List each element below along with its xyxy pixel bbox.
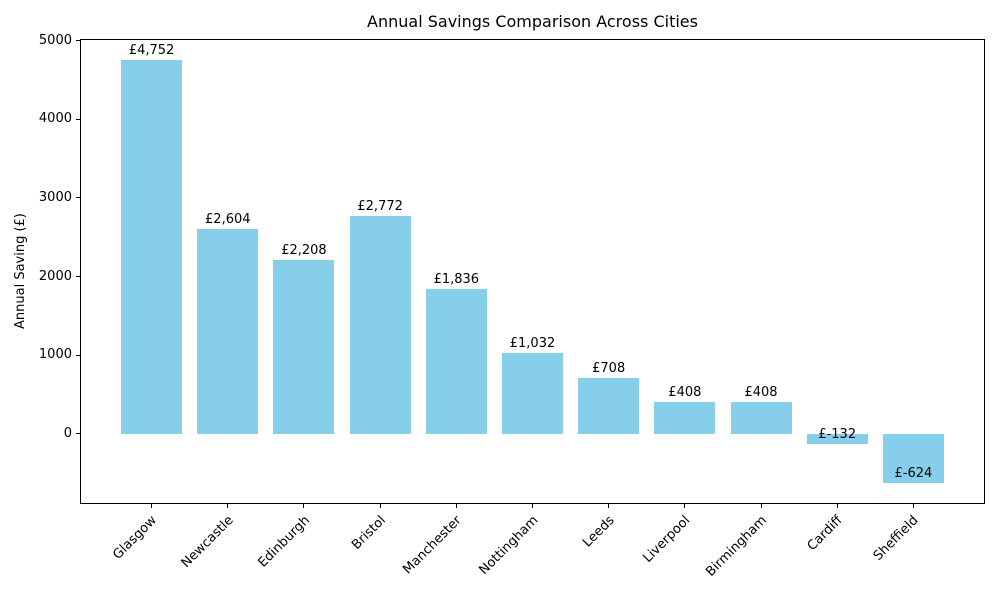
x-tick-label: Bristol (348, 513, 389, 553)
y-tick-mark (76, 197, 80, 199)
y-tick-mark (76, 118, 80, 120)
x-tick-mark (532, 504, 533, 508)
bar (121, 60, 183, 434)
bar-value-label: £408 (744, 384, 778, 400)
y-tick-label: 0 (63, 425, 72, 441)
x-tick-mark (379, 504, 381, 508)
x-tick-label: Glasgow (110, 513, 161, 563)
x-tick-mark (608, 504, 610, 508)
x-tick-mark (227, 504, 229, 508)
bar (882, 433, 944, 483)
x-tick-label: Birmingham (702, 513, 770, 580)
y-tick-mark (76, 433, 80, 435)
x-tick-mark (151, 504, 153, 508)
x-tick-mark (303, 504, 305, 508)
bar (273, 260, 335, 434)
x-tick-mark (760, 504, 762, 508)
y-tick-mark (76, 354, 80, 356)
y-tick-label: 3000 (38, 189, 72, 205)
x-tick-label: Liverpool (640, 513, 694, 566)
x-tick-mark (836, 504, 838, 508)
y-tick-mark (76, 276, 80, 278)
bar-value-label: £2,772 (357, 198, 403, 214)
bar (197, 229, 259, 434)
x-tick-mark (684, 504, 686, 508)
chart-title: Annual Savings Comparison Across Cities (367, 12, 698, 31)
y-tick-label: 5000 (38, 32, 72, 48)
x-tick-label: Cardiff (804, 513, 846, 555)
bar-value-label: £-132 (818, 427, 857, 443)
bar (425, 289, 487, 434)
y-tick-label: 4000 (38, 111, 72, 127)
x-tick-mark (455, 504, 457, 508)
bar-value-label: £408 (668, 384, 702, 400)
x-tick-label: Sheffield (871, 513, 922, 564)
bar-value-label: £1,836 (433, 272, 480, 288)
y-tick-label: 2000 (38, 268, 72, 284)
bar (730, 401, 792, 434)
bar-value-label: £-624 (894, 465, 933, 481)
bar-value-label: £1,032 (509, 335, 556, 351)
bar (806, 433, 868, 445)
bar-value-label: £708 (592, 361, 626, 377)
plot-area (80, 39, 985, 504)
bar (654, 401, 716, 434)
bar (502, 352, 563, 434)
bar-value-label: £4,752 (128, 43, 175, 59)
y-tick-mark (76, 40, 80, 42)
x-tick-label: Manchester (400, 513, 465, 578)
x-tick-mark (912, 504, 914, 508)
x-tick-label: Edinburgh (254, 513, 313, 571)
x-tick-label: Newcastle (178, 513, 237, 571)
bar (578, 378, 640, 434)
x-tick-label: Nottingham (476, 513, 542, 578)
y-tick-label: 1000 (38, 347, 72, 363)
bar (349, 215, 411, 434)
x-tick-label: Leeds (579, 513, 618, 551)
bar-value-label: £2,604 (205, 212, 251, 228)
bar-value-label: £2,208 (281, 243, 327, 259)
